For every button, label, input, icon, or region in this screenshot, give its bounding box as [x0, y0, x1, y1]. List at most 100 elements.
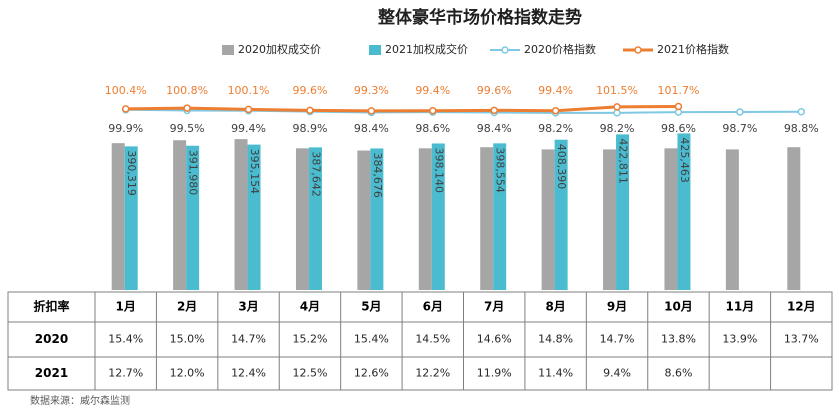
- bar-value-label: 387,642: [309, 151, 322, 197]
- table-corner: 折扣率: [33, 299, 69, 314]
- bar: [247, 144, 261, 290]
- bar: [357, 150, 371, 290]
- bar: [480, 147, 494, 290]
- legend-label: 2021价格指数: [657, 42, 729, 56]
- table-header: 8月: [545, 300, 565, 314]
- index-value-label: 99.9%: [108, 122, 143, 135]
- bar: [431, 143, 445, 290]
- table-cell: 15.4%: [108, 333, 143, 346]
- bar: [308, 147, 322, 290]
- index-marker: [121, 105, 130, 113]
- bar-value-label: 408,390: [555, 144, 568, 190]
- legend-swatch: [369, 45, 381, 55]
- index-marker: [244, 105, 253, 114]
- source: 数据来源：威尔森监测: [30, 394, 130, 407]
- bar: [664, 148, 678, 290]
- index-value-label: 99.6%: [292, 84, 327, 97]
- index-value-label: 101.7%: [657, 84, 699, 97]
- table-cell: 14.6%: [477, 333, 512, 346]
- bar: [234, 139, 248, 290]
- index-value-label: 98.8%: [784, 122, 819, 135]
- bar: [418, 148, 432, 290]
- table-cell: 15.2%: [292, 333, 327, 346]
- bar-value-label: 422,811: [617, 138, 630, 184]
- table-header: 7月: [484, 300, 504, 314]
- table-row-label: 2021: [35, 366, 68, 380]
- bar: [554, 139, 568, 290]
- index-value-label: 98.2%: [538, 122, 573, 135]
- legend-swatch: [222, 45, 234, 55]
- bar: [541, 149, 555, 290]
- table-cell: 14.7%: [231, 333, 266, 346]
- index-marker: [490, 106, 498, 115]
- index-value-label: 100.1%: [228, 84, 270, 97]
- bar-value-label: 425,463: [678, 137, 691, 183]
- table-cell: 11.4%: [538, 367, 573, 380]
- chart-title: 整体豪华市场价格指数走势: [378, 7, 582, 28]
- bar: [186, 145, 200, 290]
- legend-marker: [634, 46, 642, 54]
- table-cell: 11.9%: [477, 367, 512, 380]
- table-cell: 8.6%: [664, 367, 692, 380]
- index-value-label: 99.5%: [170, 122, 205, 135]
- table-header: 3月: [238, 300, 258, 314]
- index-marker: [674, 102, 683, 111]
- bar-value-label: 391,980: [187, 150, 200, 196]
- table-cell: 15.0%: [170, 333, 205, 346]
- table-cell: 12.6%: [354, 367, 389, 380]
- table-header: 11月: [726, 300, 755, 314]
- table-row-label: 2020: [35, 332, 68, 346]
- table-cell: 15.4%: [354, 333, 389, 346]
- table-cell: 13.9%: [722, 333, 757, 346]
- bar-value-label: 395,154: [248, 149, 261, 195]
- table-header: 2月: [177, 300, 197, 314]
- bar-value-label: 390,319: [125, 150, 138, 196]
- index-value-label: 98.7%: [722, 122, 757, 135]
- bar-value-label: 398,554: [494, 147, 507, 193]
- index-value-label: 98.6%: [661, 122, 696, 135]
- index-value-label: 99.4%: [538, 84, 573, 97]
- bar: [787, 147, 801, 290]
- table-cell: 14.7%: [600, 333, 635, 346]
- index-value-label: 100.4%: [105, 84, 147, 97]
- index-marker: [613, 103, 621, 111]
- table-cell: 14.8%: [538, 333, 573, 346]
- index-value-label: 98.4%: [354, 122, 389, 135]
- table-cell: 14.5%: [415, 333, 450, 346]
- bar: [725, 149, 739, 290]
- index-marker: [183, 104, 191, 112]
- index-value-label: 99.3%: [354, 84, 389, 97]
- table-header: 5月: [361, 300, 381, 314]
- table-cell: 13.7%: [784, 333, 819, 346]
- index-marker: [797, 108, 806, 116]
- index-line: [125, 105, 679, 113]
- index-value-label: 98.4%: [477, 122, 512, 135]
- bar: [616, 134, 630, 290]
- table-header: 4月: [300, 300, 320, 314]
- table-cell: 12.4%: [231, 367, 266, 380]
- index-value-label: 99.4%: [231, 122, 266, 135]
- legend-label: 2020加权成交价: [238, 42, 321, 56]
- table-header: 6月: [423, 300, 443, 314]
- bar: [173, 140, 187, 290]
- table-cell: 12.0%: [170, 367, 205, 380]
- table-header: 12月: [787, 300, 816, 314]
- table-header: 1月: [116, 300, 136, 314]
- bar-value-label: 384,676: [371, 152, 384, 198]
- bar: [493, 143, 507, 290]
- bar: [111, 143, 125, 290]
- index-marker: [367, 107, 376, 115]
- index-value-label: 98.6%: [415, 122, 450, 135]
- bar: [370, 148, 384, 290]
- table-frame: [7, 291, 833, 391]
- table-cell: 12.7%: [108, 367, 143, 380]
- index-value-label: 100.8%: [166, 84, 208, 97]
- index-marker: [613, 109, 621, 117]
- bar: [677, 133, 691, 290]
- index-value-label: 99.6%: [477, 84, 512, 97]
- index-value-label: 98.2%: [600, 122, 635, 135]
- table-cell: 12.2%: [415, 367, 450, 380]
- legend-label: 2020价格指数: [524, 42, 596, 56]
- legend-marker: [501, 46, 509, 54]
- table-header: 10月: [664, 300, 693, 314]
